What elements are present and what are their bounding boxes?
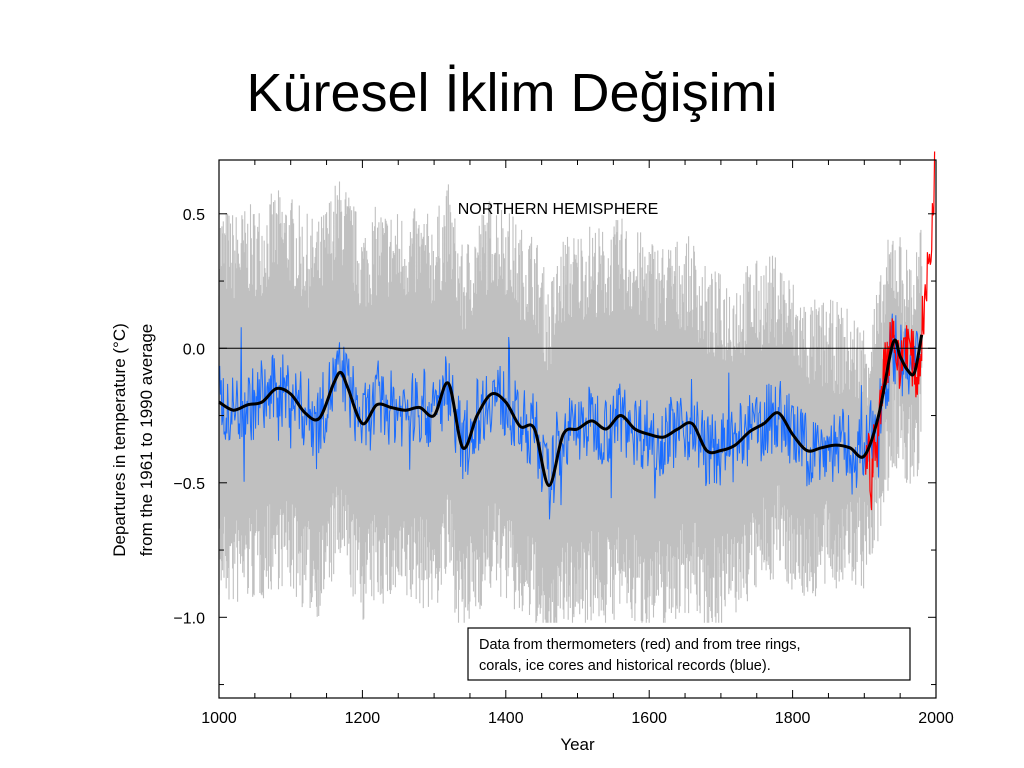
x-tick-label: 1600 — [631, 710, 667, 727]
chart-title: NORTHERN HEMISPHERE — [458, 201, 659, 218]
smoothed-series-line — [218, 334, 924, 488]
x-tick-label: 1400 — [488, 710, 524, 727]
y-tick-label: −1.0 — [173, 610, 205, 627]
legend-box: Data from thermometers (red) and from tr… — [467, 627, 911, 681]
y-axis-title-line-1: Departures in temperature (°C) — [110, 323, 129, 557]
axis-ticks: 1000 1200 1400 1600 1800 2000 0.5 0.0 −0.5 −1.0 — [173, 160, 954, 727]
uncertainty-band — [218, 181, 923, 623]
legend-frame — [467, 627, 911, 681]
uncertainty-band-path — [218, 181, 923, 623]
x-tick-label: 1200 — [345, 710, 381, 727]
x-tick-label: 2000 — [918, 710, 954, 727]
legend-line: corals, ice cores and historical records… — [479, 658, 771, 674]
instrumental-series — [865, 151, 936, 511]
y-axis-title-line-2: from the 1961 to 1990 average — [137, 324, 156, 557]
x-axis-title: Year — [560, 735, 595, 754]
instrumental-series-path — [865, 151, 936, 511]
x-tick-label: 1000 — [201, 710, 237, 727]
y-tick-label: 0.5 — [183, 207, 205, 224]
y-tick-label: −0.5 — [173, 476, 205, 493]
y-tick-label: 0.0 — [183, 341, 205, 358]
x-tick-label: 1800 — [775, 710, 811, 727]
legend-line: Data from thermometers (red) and from tr… — [479, 637, 801, 653]
slide-title: Küresel İklim Değişimi — [246, 63, 778, 123]
